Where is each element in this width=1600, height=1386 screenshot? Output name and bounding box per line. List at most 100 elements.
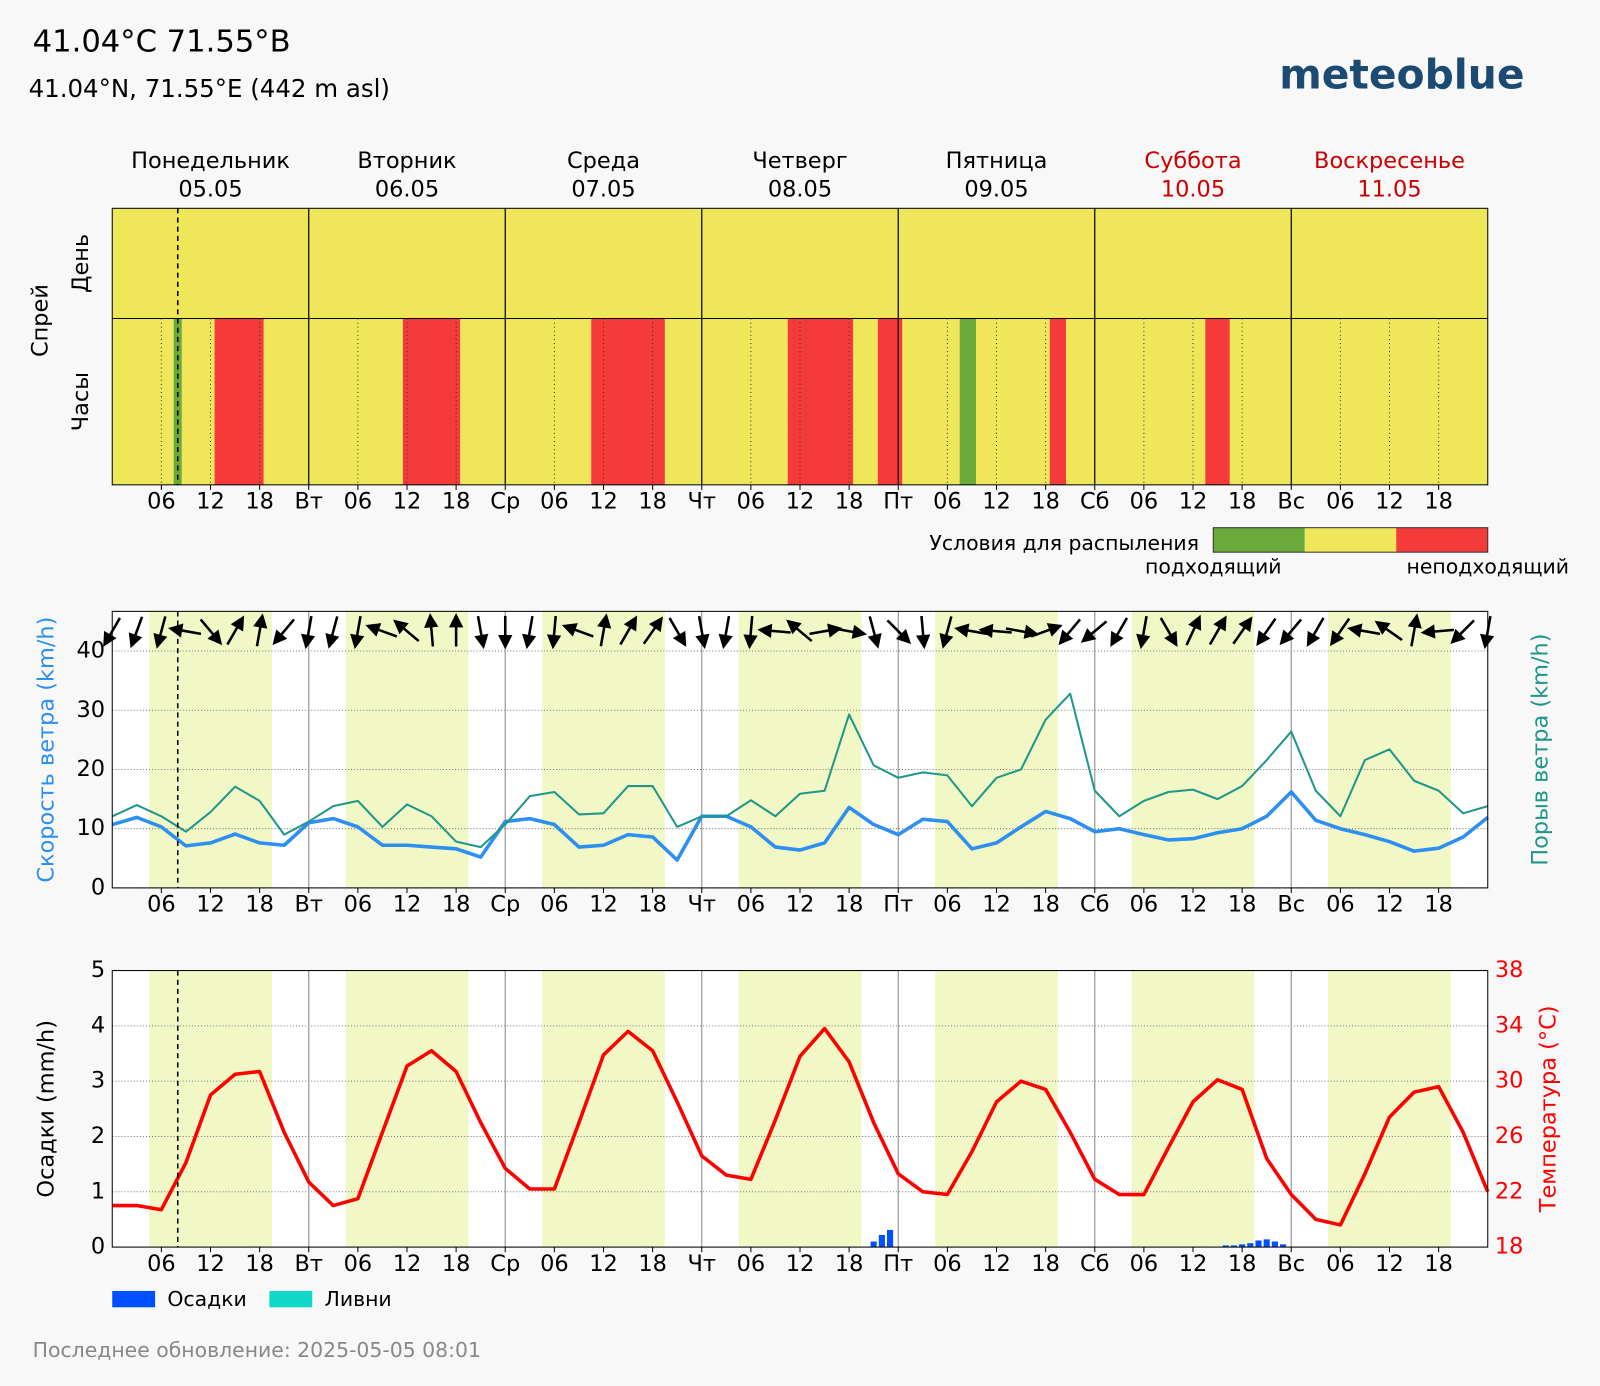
x-tick-label: 12 — [786, 1251, 815, 1277]
x-tick-label: 12 — [1179, 892, 1208, 918]
x-tick-label: 12 — [393, 892, 422, 918]
x-tick-label: 12 — [393, 489, 422, 515]
day-date: 06.05 — [375, 176, 439, 202]
x-tick-label: 18 — [1031, 489, 1060, 515]
x-tick-label: 12 — [196, 489, 225, 515]
x-tick-label: 12 — [982, 892, 1011, 918]
y2-tick-label: 18 — [1495, 1234, 1524, 1260]
hour-segment — [664, 318, 788, 485]
wind-arrow — [668, 617, 687, 647]
x-tick-label: Ср — [490, 892, 520, 918]
x-tick-label: 06 — [540, 489, 569, 515]
x-tick-label: 06 — [147, 1251, 176, 1277]
precip-bar — [1230, 1245, 1238, 1248]
y2-axis-label: Температура (°C) — [1535, 1005, 1561, 1213]
wind-arrow — [939, 616, 954, 649]
x-tick-label: 18 — [638, 892, 667, 918]
x-tick-label: 18 — [1228, 489, 1257, 515]
x-tick-label: Вт — [295, 892, 323, 918]
x-tick-label: 12 — [1375, 892, 1404, 918]
wind-arrow — [867, 616, 882, 649]
x-tick-label: Чт — [688, 1251, 716, 1277]
y2-tick-label: 30 — [1495, 1068, 1524, 1094]
title: 41.04°C 71.55°B — [33, 25, 291, 60]
x-tick-label: 18 — [245, 1251, 274, 1277]
daylight — [1131, 970, 1255, 1248]
hour-segment — [959, 318, 977, 485]
day-date: 05.05 — [178, 176, 242, 202]
daylight — [738, 970, 862, 1248]
x-tick-label: 06 — [737, 489, 766, 515]
x-tick-label: 12 — [786, 489, 815, 515]
hour-segment — [1066, 318, 1206, 485]
x-tick-label: Вс — [1277, 892, 1305, 918]
day-name: Вторник — [357, 148, 456, 174]
wind-arrow — [522, 615, 537, 650]
wind-arrow — [350, 615, 365, 650]
hour-segment — [1205, 318, 1230, 485]
wind-arrow — [1420, 624, 1454, 639]
wind-arrow — [1136, 615, 1151, 650]
wind-arrow — [365, 623, 398, 638]
hour-segment — [263, 318, 403, 485]
x-tick-label: 06 — [1326, 1251, 1355, 1277]
x-tick-label: 06 — [344, 892, 373, 918]
x-tick-label: 06 — [147, 489, 176, 515]
precip-bar — [1280, 1244, 1287, 1248]
wind-arrow — [757, 623, 791, 639]
day-date: 11.05 — [1357, 176, 1421, 202]
x-tick-label: 18 — [245, 892, 274, 918]
wind-arrow — [1347, 623, 1381, 638]
x-tick-label: 06 — [540, 1251, 569, 1277]
precip-bar — [1247, 1243, 1254, 1248]
wind-arrow — [103, 617, 122, 647]
x-tick-label: 18 — [1228, 892, 1257, 918]
wind-arrow — [561, 623, 594, 638]
legend-label: Ливни — [324, 1287, 391, 1311]
wind-arrow — [642, 616, 664, 645]
x-tick-label: 18 — [442, 489, 471, 515]
wind-arrow — [153, 616, 168, 649]
hour-segment — [787, 318, 854, 485]
wind-arrow — [718, 615, 733, 650]
y2-tick-label: 34 — [1495, 1012, 1524, 1038]
wind-arrow — [1279, 618, 1303, 646]
wind-arrow — [978, 623, 1012, 639]
y-tick-label: 30 — [77, 697, 106, 723]
legend-title: Условия для распыления — [929, 531, 1199, 555]
x-tick-label: 12 — [1375, 489, 1404, 515]
y-axis-label: Скорость ветра (km/h) — [33, 617, 59, 883]
x-tick-label: Пт — [883, 1251, 913, 1277]
precip-bar — [870, 1241, 877, 1248]
x-tick-label: 18 — [1424, 1251, 1453, 1277]
wind-arrow — [1329, 617, 1351, 647]
daylight — [542, 611, 665, 888]
day-cell — [898, 208, 1095, 319]
day-date: 07.05 — [571, 176, 635, 202]
x-tick-label: Вт — [295, 1251, 323, 1277]
daylight — [1131, 611, 1255, 888]
x-tick-label: Сб — [1080, 489, 1110, 515]
daylight — [935, 611, 1058, 888]
hour-segment — [402, 318, 461, 485]
x-tick-label: 06 — [1130, 489, 1159, 515]
day-name: Среда — [567, 148, 640, 174]
precip-bar — [1255, 1240, 1262, 1248]
wind-arrow — [1208, 615, 1227, 646]
legend-swatch — [1396, 527, 1488, 553]
wind-arrow — [1005, 624, 1039, 639]
x-tick-label: 18 — [1228, 1251, 1257, 1277]
legend-swatch — [112, 1290, 156, 1308]
footer: Последнее обновление: 2025-05-05 08:01 — [33, 1338, 481, 1362]
day-date: 08.05 — [768, 176, 832, 202]
legend-swatch — [1304, 527, 1397, 553]
wind-arrow — [916, 615, 931, 650]
day-name: Четверг — [752, 148, 847, 174]
row-label: Часы — [68, 372, 94, 431]
precip-bar — [887, 1229, 894, 1248]
wind-arrow — [1110, 617, 1129, 647]
x-tick-label: 18 — [835, 489, 864, 515]
x-tick-label: 18 — [835, 892, 864, 918]
